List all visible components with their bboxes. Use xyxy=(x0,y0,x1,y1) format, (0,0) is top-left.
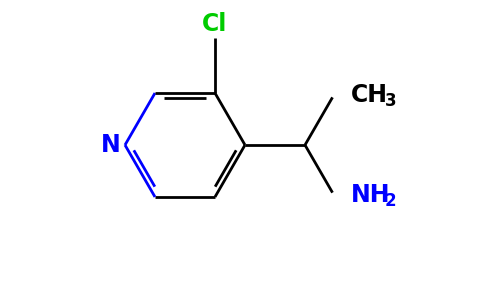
Text: 2: 2 xyxy=(384,192,396,210)
Text: Cl: Cl xyxy=(202,12,227,36)
Text: NH: NH xyxy=(350,183,390,207)
Text: CH: CH xyxy=(350,83,388,107)
Text: N: N xyxy=(101,133,121,157)
Text: 3: 3 xyxy=(384,92,396,110)
